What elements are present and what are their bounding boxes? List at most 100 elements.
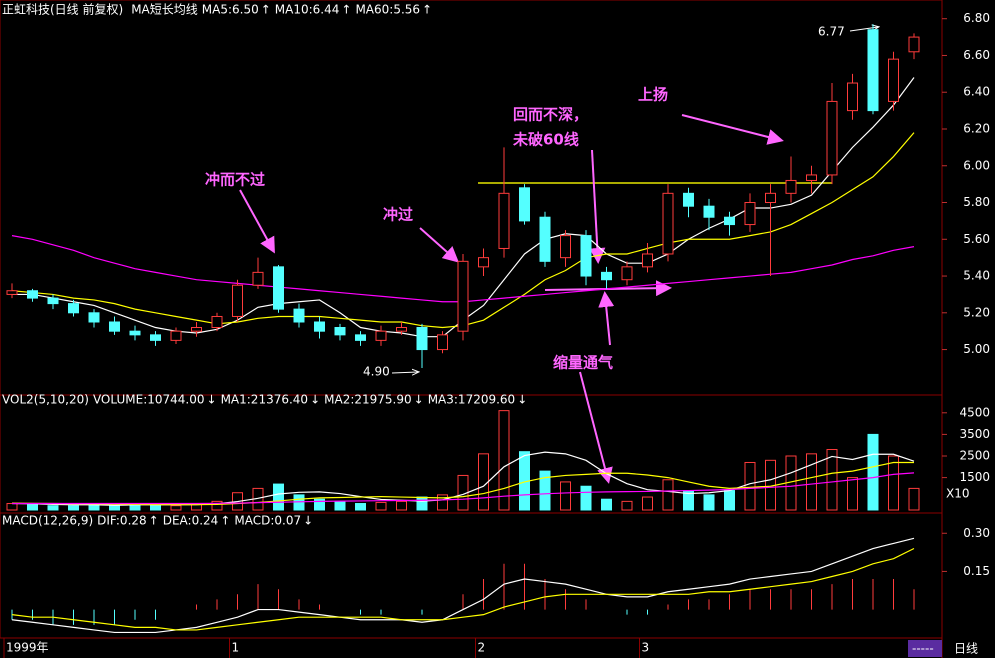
y-tick-label: 1500 bbox=[959, 470, 990, 484]
annotation: 上扬 bbox=[638, 86, 668, 104]
volume-bar bbox=[888, 455, 899, 511]
price-label: 4.90 bbox=[363, 365, 390, 379]
candle-body bbox=[293, 308, 305, 323]
scroll-tab[interactable] bbox=[908, 640, 942, 657]
volume-bar bbox=[170, 505, 182, 511]
scroll-tab-label[interactable]: ----- bbox=[912, 642, 934, 656]
indicator-line bbox=[11, 537, 915, 634]
candle-body bbox=[396, 327, 407, 332]
annotation: 未破60线 bbox=[512, 131, 579, 149]
candle-body bbox=[355, 334, 366, 341]
arrow bbox=[419, 227, 459, 263]
volume-bar bbox=[724, 490, 735, 511]
indicator-line bbox=[12, 472, 915, 505]
indicator-line bbox=[11, 547, 915, 631]
legend-entry: MA10:6.44 bbox=[275, 3, 340, 17]
candle-body bbox=[785, 179, 797, 194]
candle-body bbox=[375, 330, 387, 341]
y-tick-label: 0.30 bbox=[963, 526, 990, 540]
candle-body bbox=[478, 257, 489, 268]
arrow bbox=[598, 291, 615, 346]
candle-body bbox=[642, 253, 653, 268]
volume-bar bbox=[47, 505, 59, 511]
price-label: 6.77 bbox=[818, 25, 845, 39]
y-tick-label: 6.60 bbox=[963, 48, 990, 62]
y-tick-label: 4500 bbox=[959, 405, 990, 419]
legend-entry: VOLUME:10744.00 bbox=[93, 393, 205, 407]
annotations: 冲而不过 冲过 回而不深， 未破60线 上扬 缩量通气 6.77 4.90 bbox=[205, 25, 878, 484]
candle-body bbox=[888, 58, 899, 102]
volume-bar bbox=[539, 470, 551, 511]
y-tick-label: 5.80 bbox=[963, 195, 990, 209]
candle-body bbox=[560, 235, 571, 259]
indicator-title: 正虹科技(日线 前复权) bbox=[2, 2, 123, 17]
trend-arrow: ↑ bbox=[261, 3, 271, 17]
candle-body bbox=[806, 174, 817, 181]
candle-body bbox=[519, 187, 530, 222]
x-tick-label: 1 bbox=[232, 641, 240, 655]
y-tick-label: 3500 bbox=[959, 427, 990, 441]
legend-entry: MA60:5.56 bbox=[355, 3, 420, 17]
legend-entry: MA1:21376.40 bbox=[221, 393, 309, 407]
candle-body bbox=[170, 330, 182, 341]
candle-body bbox=[211, 315, 223, 329]
volume-bar bbox=[211, 500, 223, 511]
volume-bar bbox=[498, 410, 510, 511]
legend-entry: MA5:6.50 bbox=[202, 3, 259, 17]
volume-bar bbox=[826, 449, 838, 511]
volume-bar bbox=[478, 453, 489, 511]
candle-body bbox=[437, 334, 448, 351]
candle-body bbox=[580, 235, 592, 277]
volume-bar bbox=[273, 483, 284, 511]
volume-bar bbox=[662, 479, 674, 511]
x-tick-label: 3 bbox=[642, 641, 650, 655]
volume-bar bbox=[867, 433, 879, 511]
candle-body bbox=[724, 216, 735, 226]
y-tick-label: 5.60 bbox=[963, 232, 990, 246]
candle-body bbox=[68, 303, 79, 314]
volume-bar bbox=[68, 505, 79, 511]
period-tab[interactable]: 日线 bbox=[954, 642, 978, 656]
volume-bar bbox=[703, 494, 715, 511]
volume-bar bbox=[437, 494, 448, 511]
volume-bar bbox=[6, 503, 18, 511]
volume-bar bbox=[560, 481, 571, 511]
candle-body bbox=[232, 284, 243, 317]
y-tick-label: 0.15 bbox=[963, 564, 990, 578]
x-tick-label: 1999年 bbox=[6, 641, 49, 655]
indicator-title: VOL2(5,10,20) bbox=[2, 393, 89, 407]
volume-bar bbox=[334, 500, 346, 511]
candle-body bbox=[47, 297, 59, 305]
candle-body bbox=[273, 266, 284, 310]
volume-bar bbox=[847, 477, 858, 511]
trend-arrow: ↑ bbox=[422, 3, 432, 17]
trend-arrow: ↑ bbox=[149, 514, 159, 528]
volume-bar bbox=[580, 485, 592, 511]
y-tick-label: 5.20 bbox=[963, 305, 990, 319]
volume-bar bbox=[396, 500, 407, 511]
candle-body bbox=[6, 290, 18, 295]
legend-entry: DIF:0.28 bbox=[97, 514, 147, 528]
annotation: 冲过 bbox=[383, 206, 413, 224]
candle-body bbox=[416, 327, 428, 351]
volume-bar bbox=[908, 487, 920, 511]
legend-entry: MA2:21975.90 bbox=[324, 393, 412, 407]
legend-entry: MA3:17209.60 bbox=[428, 393, 516, 407]
y-tick-label: 6.40 bbox=[963, 85, 990, 99]
candle-body bbox=[252, 271, 264, 286]
candle-body bbox=[314, 321, 325, 332]
y-tick-label: 6.80 bbox=[963, 11, 990, 25]
frame bbox=[0, 0, 943, 639]
y-tick-label: 6.00 bbox=[963, 158, 990, 172]
unit-label: X10 bbox=[946, 487, 970, 501]
volume-bar bbox=[27, 504, 38, 511]
annotation: 回而不深， bbox=[513, 106, 588, 124]
trend-arrow: ↓ bbox=[414, 393, 424, 407]
legend-entry: MACD:0.07 bbox=[234, 514, 301, 528]
candle-body bbox=[109, 321, 120, 332]
y-tick-label: 5.00 bbox=[963, 342, 990, 356]
candle-body bbox=[744, 202, 756, 226]
candle-body bbox=[457, 260, 469, 332]
